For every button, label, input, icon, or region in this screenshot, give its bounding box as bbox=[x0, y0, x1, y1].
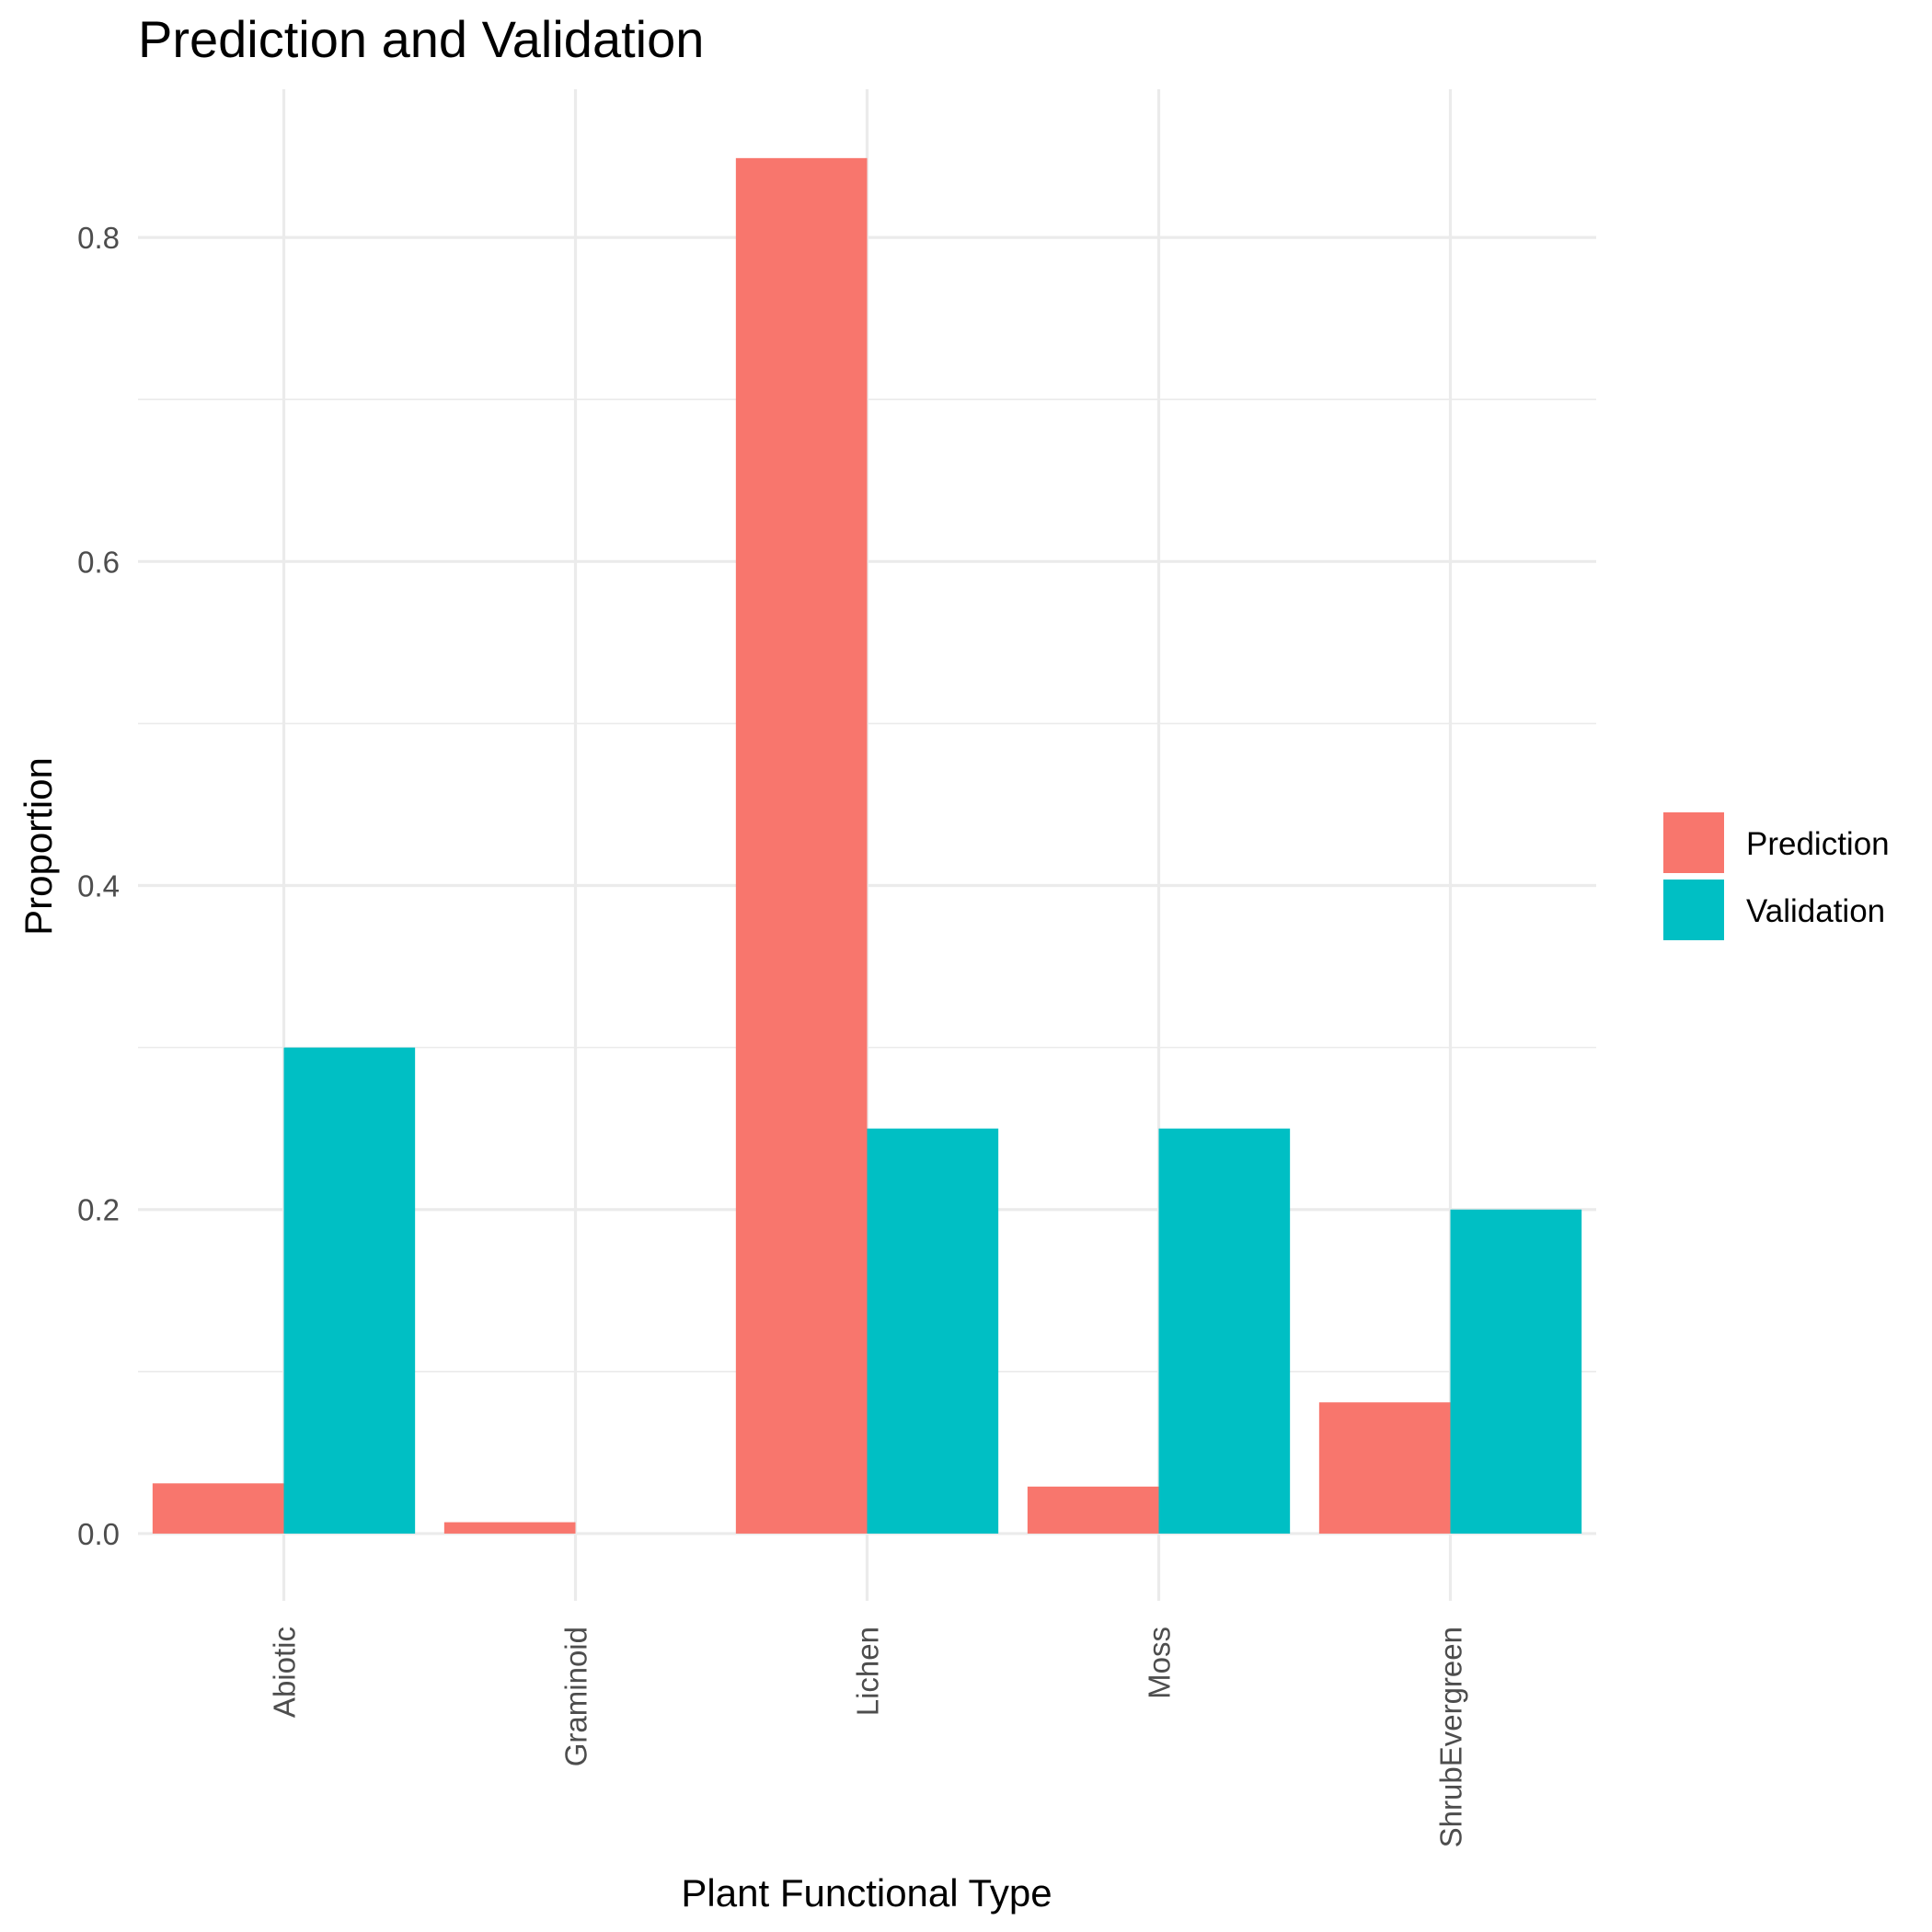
bar-prediction-lichen bbox=[735, 157, 868, 1534]
x-tick-label: Abiotic bbox=[268, 1627, 302, 1718]
y-tick-label: 0.8 bbox=[77, 221, 120, 255]
bar-prediction-abiotic bbox=[152, 1483, 284, 1534]
y-tick-label: 0.2 bbox=[77, 1193, 120, 1227]
bar-prediction-moss bbox=[1027, 1486, 1159, 1534]
bar-validation-abiotic bbox=[283, 1047, 416, 1534]
x-axis-ticks: Abiotic Graminoid Lichen Moss ShrubEvergreen bbox=[268, 1627, 1468, 1847]
y-tick-label: 0.6 bbox=[77, 545, 120, 579]
y-tick-label: 0.0 bbox=[77, 1517, 120, 1551]
chart-title: Prediction and Validation bbox=[138, 10, 704, 68]
bar-validation-shrubevergreen bbox=[1450, 1209, 1582, 1534]
x-tick-label: ShrubEvergreen bbox=[1434, 1627, 1468, 1847]
legend-label-validation: Validation bbox=[1746, 893, 1885, 929]
legend-label-prediction: Prediction bbox=[1746, 826, 1890, 862]
x-axis-title: Plant Functional Type bbox=[681, 1871, 1052, 1915]
legend-key-validation bbox=[1663, 880, 1724, 940]
bar-validation-lichen bbox=[867, 1128, 999, 1534]
y-axis-ticks: 0.0 0.2 0.4 0.6 0.8 bbox=[77, 221, 120, 1551]
x-tick-label: Lichen bbox=[851, 1627, 885, 1716]
legend-key-prediction bbox=[1663, 812, 1724, 873]
x-tick-label: Graminoid bbox=[559, 1627, 593, 1766]
bar-validation-moss bbox=[1158, 1128, 1291, 1534]
y-tick-label: 0.4 bbox=[77, 869, 120, 903]
legend: Prediction Validation bbox=[1663, 812, 1890, 940]
bar-prediction-shrubevergreen bbox=[1318, 1402, 1451, 1534]
bars bbox=[152, 157, 1582, 1534]
y-axis-title: Proportion bbox=[17, 757, 60, 936]
bar-prediction-graminoid bbox=[443, 1522, 576, 1534]
x-tick-label: Moss bbox=[1143, 1627, 1177, 1699]
